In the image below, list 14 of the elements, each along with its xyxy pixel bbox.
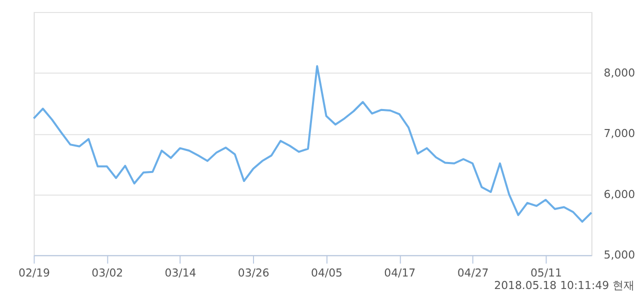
- x-tick-label: 05/11: [530, 266, 562, 280]
- line-series: [32, 65, 592, 223]
- x-tick-label: 04/27: [457, 266, 489, 280]
- x-tick-label: 03/02: [92, 266, 124, 280]
- text: 2018.05.18 10:11:49 현재: [494, 278, 635, 292]
- x-tick-label: 04/05: [311, 266, 342, 280]
- x-tick-label: 04/17: [384, 266, 416, 280]
- y-tick-label: 6,000: [604, 188, 636, 201]
- x-tick-label: 03/26: [238, 266, 270, 280]
- y-tick-label: 8,000: [604, 66, 636, 80]
- x-tick-label: 03/14: [164, 266, 196, 280]
- y-tick-label: 7,000: [604, 127, 636, 140]
- x-tick-label: 02/19: [18, 266, 50, 280]
- y-tick-label: 5,000: [604, 248, 636, 262]
